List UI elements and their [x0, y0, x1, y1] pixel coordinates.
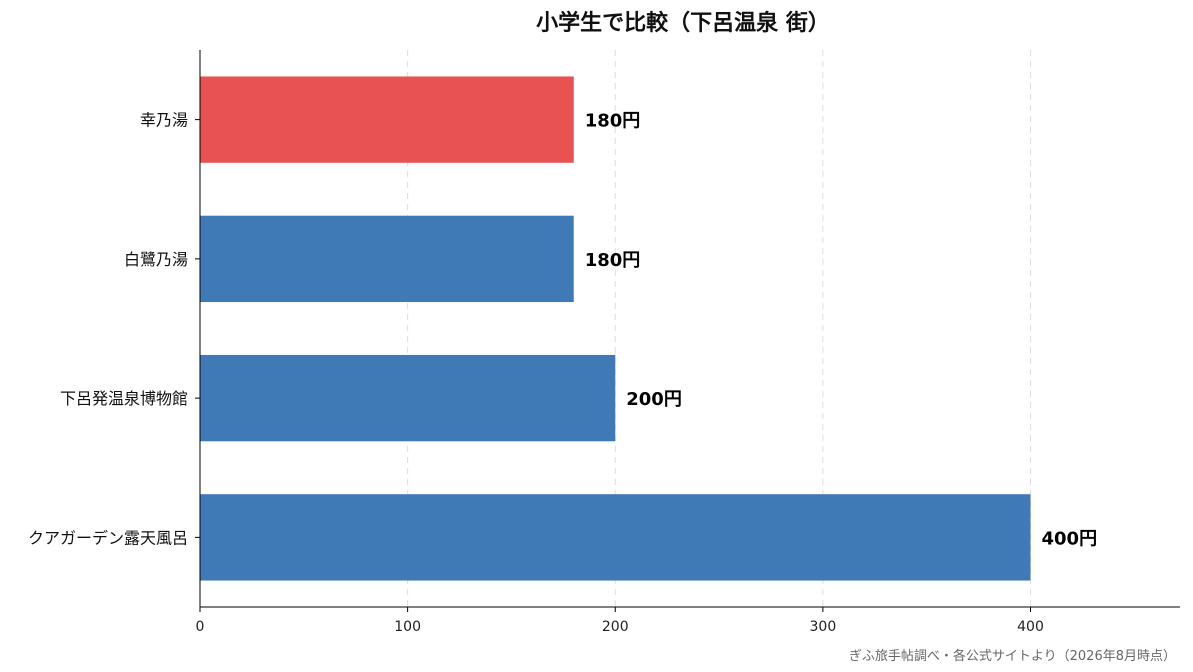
data-label: 200円: [626, 389, 682, 410]
x-tick-label: 200: [602, 619, 629, 635]
bar: [200, 215, 574, 303]
bar: [200, 354, 616, 442]
source-note: ぎふ旅手帖調べ・各公式サイトより（2026年8月時点）: [849, 648, 1176, 664]
category-label: クアガーデン露天風呂: [28, 528, 188, 547]
chart-title: 小学生で比較（下呂温泉 街）: [536, 10, 830, 36]
bars: [200, 76, 1031, 581]
data-label: 180円: [585, 250, 641, 271]
axes: [195, 50, 1180, 612]
x-tick-label: 400: [1017, 619, 1044, 635]
bar: [200, 76, 574, 163]
bar: [200, 494, 1031, 581]
x-tick-label: 0: [196, 619, 205, 635]
data-label: 180円: [585, 111, 641, 132]
category-label: 下呂発温泉博物館: [60, 389, 188, 408]
x-tick-label: 100: [394, 619, 421, 635]
category-label: 幸乃湯: [140, 111, 188, 130]
category-label: 白鷺乃湯: [124, 250, 188, 269]
data-label: 400円: [1042, 528, 1098, 549]
x-tick-label: 300: [810, 619, 837, 635]
